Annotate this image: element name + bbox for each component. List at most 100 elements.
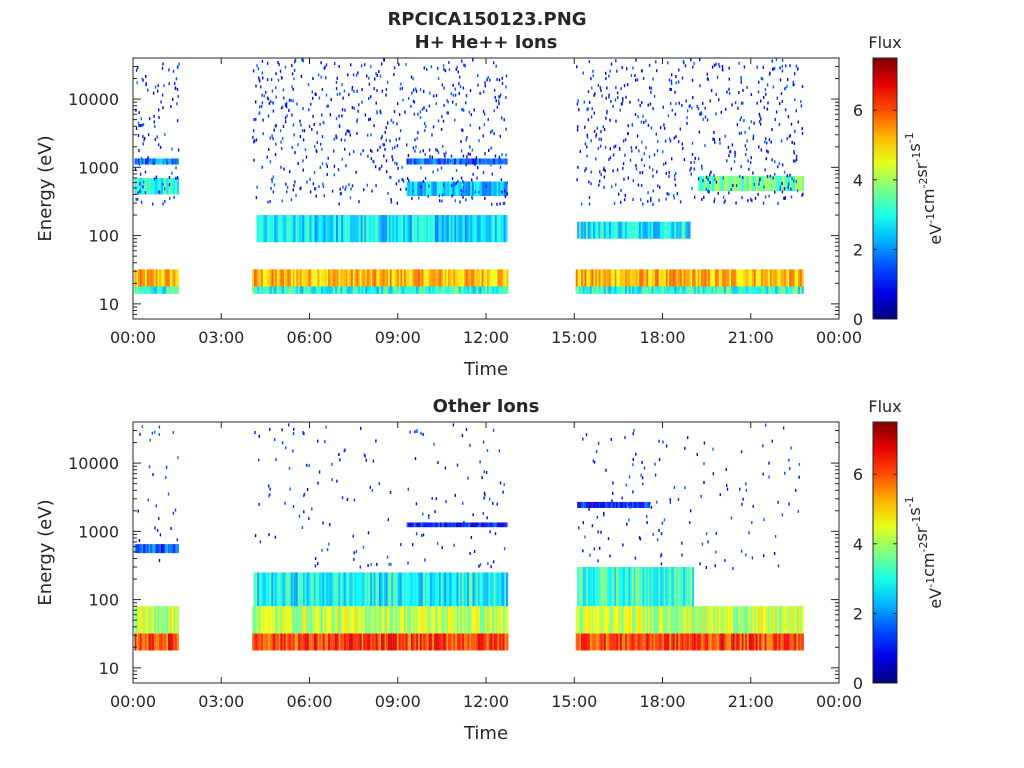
flux-cell: [591, 633, 594, 651]
flux-cell: [275, 269, 278, 290]
flux-cell: [619, 567, 622, 607]
flux-cell: [652, 174, 654, 178]
flux-cell: [626, 522, 628, 526]
flux-cell: [294, 633, 297, 651]
flux-cell: [255, 100, 257, 104]
flux-cell: [671, 108, 673, 112]
flux-cell: [385, 138, 387, 142]
flux-cell: [421, 107, 424, 111]
flux-cell: [173, 177, 176, 195]
flux-cell: [402, 269, 405, 290]
flux-cell: [647, 221, 650, 239]
flux-cell: [467, 606, 470, 634]
flux-cell: [791, 606, 794, 634]
flux-cell: [435, 269, 438, 290]
flux-cell: [147, 88, 149, 92]
flux-cell: [667, 567, 670, 607]
flux-cell: [301, 572, 304, 607]
flux-cell: [751, 556, 754, 560]
flux-cell: [493, 633, 497, 651]
flux-cell: [503, 522, 506, 528]
flux-cell: [356, 131, 358, 135]
flux-cell: [463, 215, 466, 243]
flux-cell: [646, 606, 649, 634]
flux-cell: [266, 155, 268, 159]
flux-cell: [674, 633, 677, 651]
flux-cell: [755, 606, 758, 634]
flux-cell: [166, 544, 169, 554]
flux-cell: [711, 65, 714, 69]
flux-cell: [500, 158, 503, 165]
flux-cell: [604, 169, 606, 173]
flux-cell: [603, 633, 607, 651]
flux-cell: [389, 286, 392, 294]
flux-cell: [658, 528, 660, 532]
flux-cell: [656, 69, 658, 73]
flux-cell: [371, 215, 374, 243]
flux-cell: [631, 501, 635, 508]
flux-cell: [454, 181, 457, 197]
flux-cell: [768, 269, 771, 290]
flux-cell: [335, 87, 338, 91]
flux-cell: [425, 633, 428, 651]
flux-cell: [312, 77, 314, 80]
flux-cell: [487, 181, 490, 197]
flux-cell: [433, 286, 437, 294]
flux-cell: [742, 176, 744, 180]
flux-cell: [398, 137, 401, 141]
flux-cell: [501, 181, 505, 197]
flux-cell: [440, 166, 443, 170]
flux-cell: [459, 158, 462, 165]
flux-cell: [722, 269, 725, 290]
flux-cell: [368, 633, 371, 651]
flux-cell: [663, 269, 667, 290]
flux-cell: [314, 557, 317, 561]
flux-cell: [761, 269, 764, 290]
flux-cell: [396, 201, 398, 205]
flux-cell: [479, 269, 482, 290]
flux-cell: [445, 522, 448, 528]
flux-cell: [673, 485, 676, 489]
flux-cell: [643, 152, 645, 156]
flux-cell: [390, 176, 392, 179]
flux-cell: [762, 201, 765, 205]
flux-cell: [400, 543, 402, 547]
flux-cell: [582, 567, 585, 607]
flux-cell: [667, 286, 670, 294]
flux-cell: [348, 130, 351, 134]
flux-cell: [370, 95, 372, 99]
flux-cell: [765, 137, 767, 140]
flux-cell: [588, 606, 591, 634]
flux-cell: [632, 633, 635, 651]
flux-cell: [715, 93, 717, 96]
flux-cell: [336, 76, 338, 80]
flux-cell: [309, 190, 312, 194]
flux-cell: [609, 286, 612, 294]
flux-cell: [746, 269, 750, 290]
flux-cell: [495, 633, 498, 651]
flux-cell: [308, 464, 310, 468]
flux-cell: [309, 177, 311, 181]
flux-cell: [313, 171, 316, 175]
flux-cell: [635, 146, 637, 150]
flux-cell: [319, 606, 322, 634]
flux-cell: [758, 182, 760, 186]
flux-cell: [705, 532, 708, 536]
flux-cell: [686, 121, 688, 125]
flux-cell: [484, 84, 486, 88]
flux-cell: [766, 633, 769, 651]
flux-cell: [313, 606, 317, 634]
flux-cell: [649, 86, 651, 90]
flux-cell: [656, 269, 660, 290]
flux-cell: [429, 522, 432, 528]
flux-cell: [350, 606, 354, 634]
flux-cell: [399, 215, 402, 243]
flux-cell: [432, 269, 435, 290]
flux-cell: [344, 108, 346, 112]
flux-cell: [759, 269, 762, 290]
flux-cell: [582, 269, 585, 290]
flux-cell: [289, 269, 292, 290]
flux-cell: [591, 286, 594, 294]
flux-cell: [656, 286, 660, 294]
flux-cell: [648, 286, 651, 294]
